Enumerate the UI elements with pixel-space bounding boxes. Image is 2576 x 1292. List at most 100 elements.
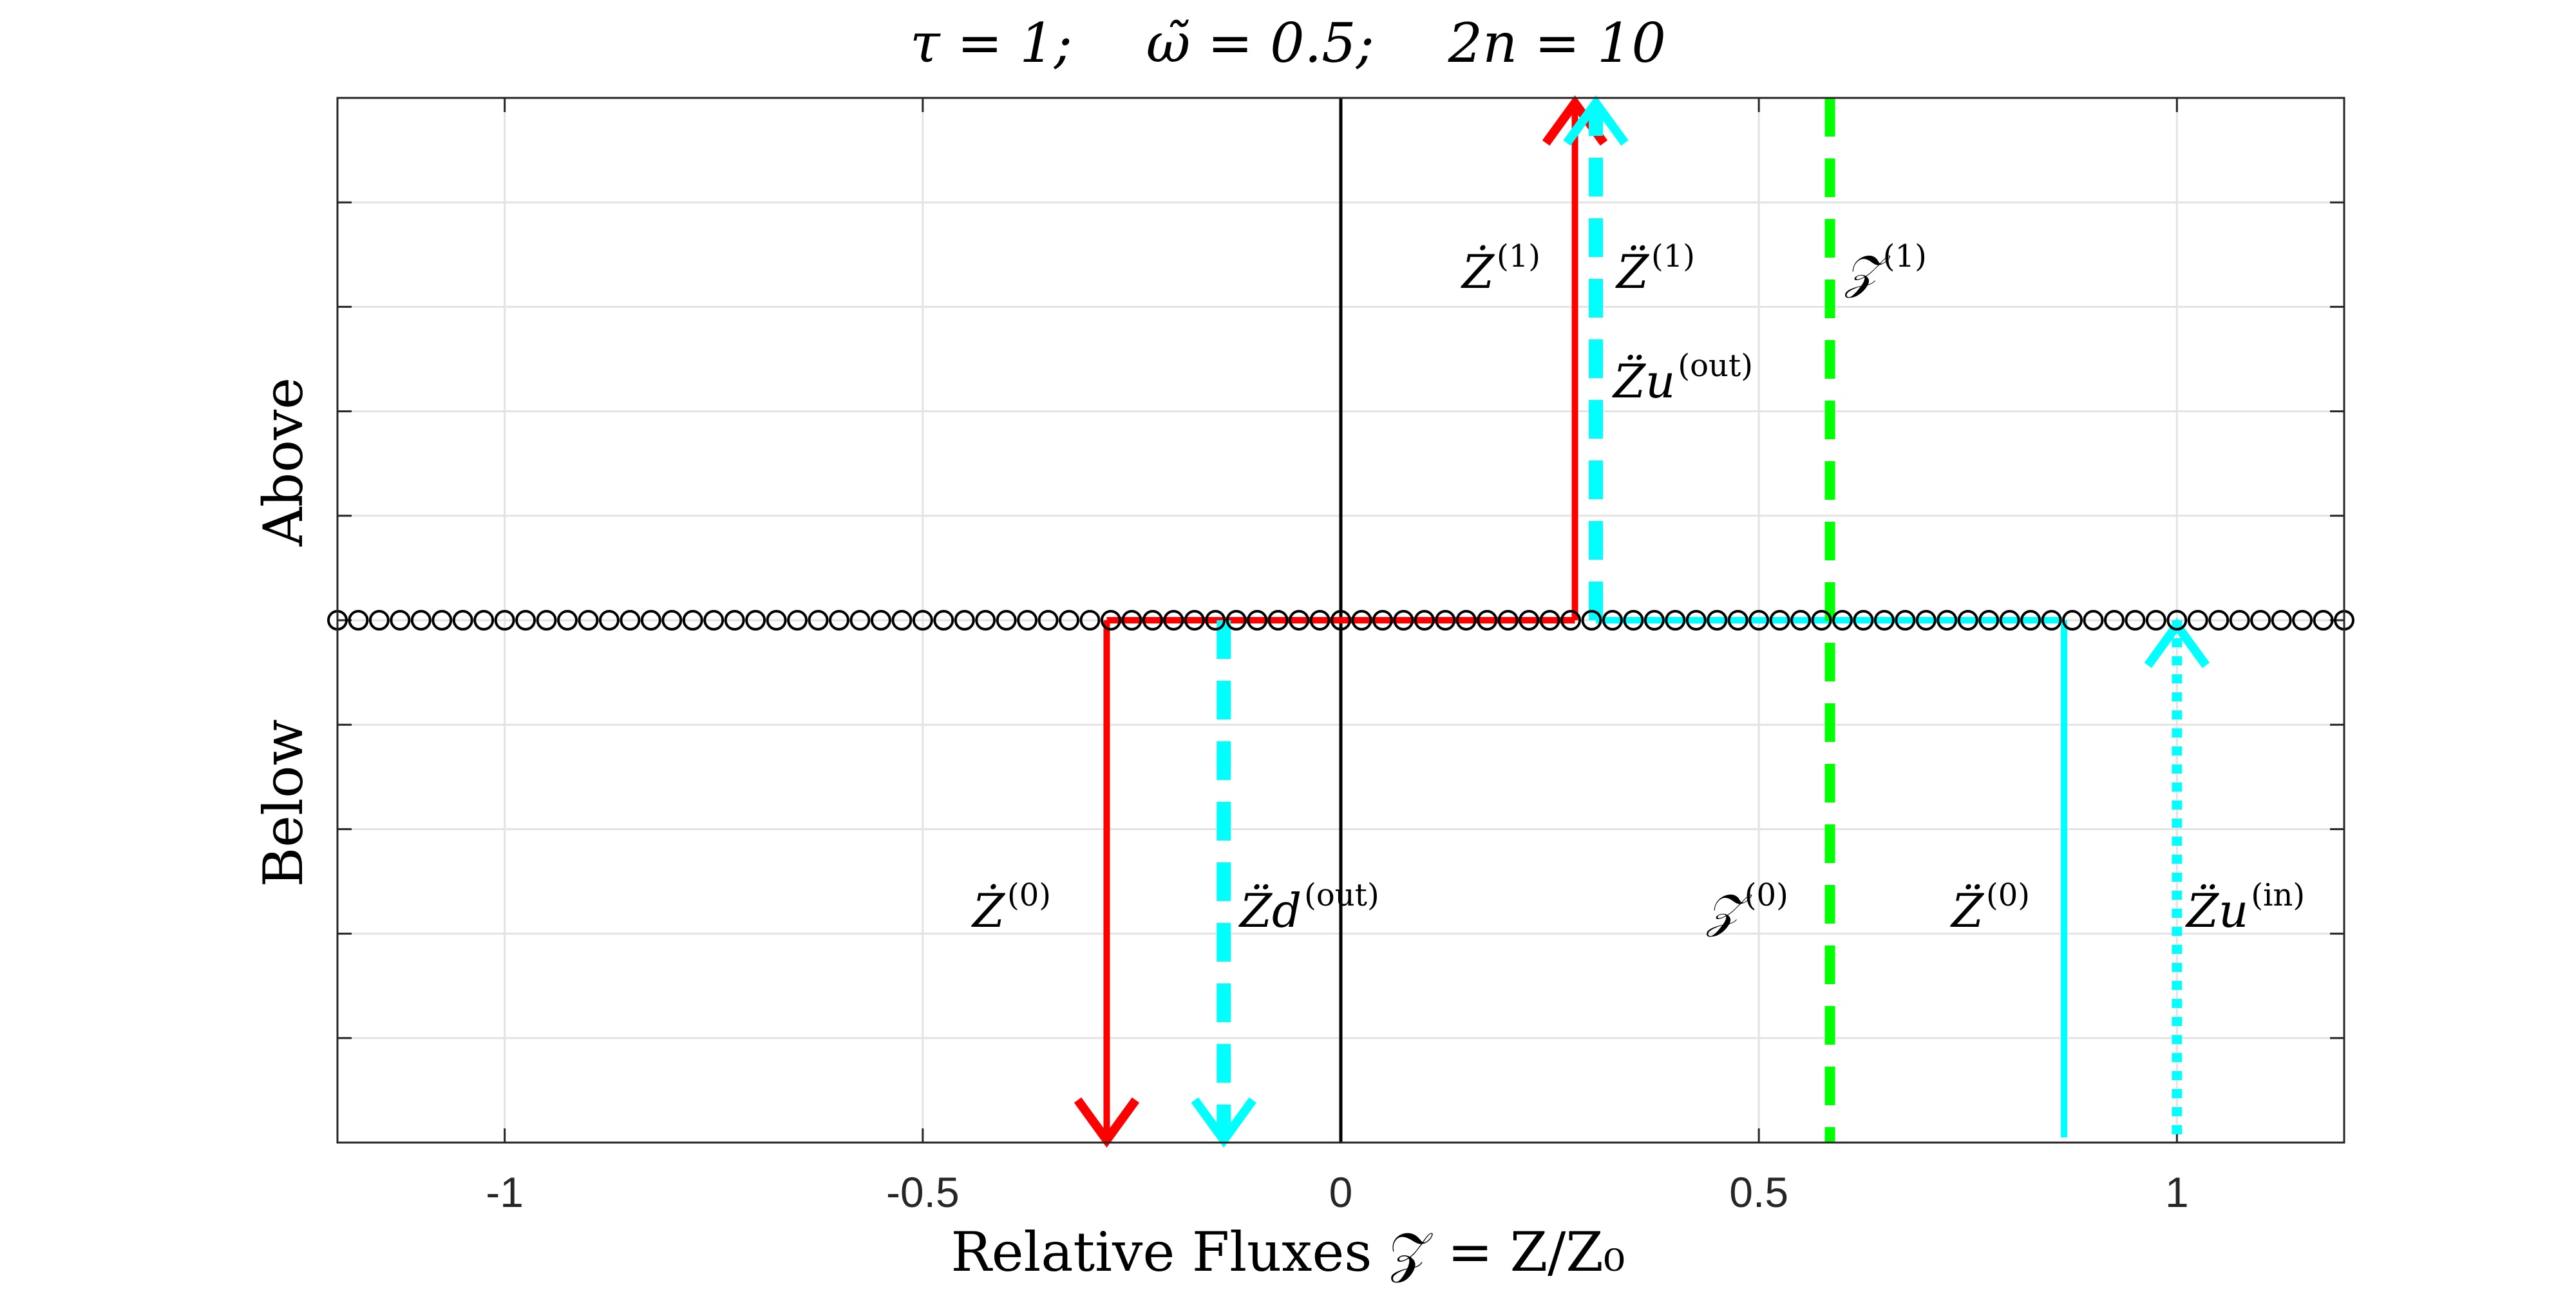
marker-point [1309, 610, 1331, 631]
marker-point [1957, 610, 1978, 631]
marker-point [578, 610, 599, 631]
marker-point [975, 610, 996, 631]
marker-point [2125, 610, 2146, 631]
annotation-zcal-0: 𝒵(0) [1707, 877, 1788, 939]
annotation-zddot-0: Z̈(0) [1951, 877, 2030, 938]
marker-point [1226, 610, 1247, 631]
annotation-zcal-1: 𝒵(1) [1845, 238, 1927, 300]
marker-point [1184, 610, 1205, 631]
y-label-above: Above [252, 377, 315, 547]
x-tick-label: 0.5 [1729, 1168, 1788, 1216]
marker-point [2313, 610, 2334, 631]
arrowhead-down [1191, 1097, 1256, 1148]
annotation-zdot-1: Ż(1) [1462, 238, 1540, 299]
annotation-zddot-0-sup: (0) [1986, 877, 2031, 913]
x-tick-label: -1 [486, 1168, 524, 1216]
title-part-tau: τ = 1; [910, 12, 1073, 75]
marker-point [598, 610, 620, 631]
marker-point [2103, 610, 2125, 631]
marker-point [1477, 610, 1498, 631]
marker-point [933, 610, 954, 631]
marker-point [2271, 610, 2292, 631]
arrowhead-down [1074, 1097, 1140, 1148]
marker-point [1414, 610, 1435, 631]
annotation-zdot-0: Ż(0) [972, 877, 1051, 938]
marker-point [1999, 610, 2020, 631]
marker-point [1873, 610, 1895, 631]
marker-point [1895, 610, 1916, 631]
marker-point [1121, 610, 1142, 631]
marker-point [1748, 610, 1770, 631]
marker-point [787, 610, 808, 631]
annotation-zd-out: Z̈d(out) [1240, 877, 1379, 938]
marker-point [1435, 610, 1456, 631]
marker-point [1017, 610, 1038, 631]
x-tick-label: -0.5 [886, 1168, 960, 1216]
annotation-zdot-0-base: Ż [972, 884, 1005, 938]
marker-point [766, 610, 787, 631]
marker-point [1351, 610, 1372, 631]
marker-point [703, 610, 724, 631]
annotation-zddot-1: Z̈(1) [1616, 238, 1695, 299]
marker-point [494, 610, 515, 631]
x-axis-label: Relative Fluxes 𝒵 = Z/Z₀ [951, 1221, 1625, 1284]
title-part-n: 2n = 10 [1448, 12, 1666, 75]
annotation-zu-in-base: Z̈u [2186, 884, 2249, 938]
marker-point [808, 610, 829, 631]
marker-point [452, 610, 473, 631]
annotation-zddot-0-base: Z̈ [1951, 884, 1984, 938]
annotation-zu-in: Z̈u(in) [2186, 877, 2305, 938]
x-tick-labels: -1 -0.5 0 0.5 1 [486, 1168, 2188, 1216]
annotation-zdot-1-sup: (1) [1497, 238, 1541, 274]
annotation-zdot-1-base: Ż [1462, 245, 1495, 299]
marker-point [1978, 610, 2000, 631]
annotation-zu-out-base: Z̈u [1613, 354, 1676, 408]
marker-point [348, 610, 369, 631]
marker-point [2250, 610, 2271, 631]
marker-point [368, 610, 390, 631]
marker-point [640, 610, 661, 631]
marker-point [2083, 610, 2104, 631]
marker-point [1602, 610, 1623, 631]
marker-point [1455, 610, 1477, 631]
marker-point [849, 610, 871, 631]
marker-point [536, 610, 557, 631]
marker-point [2041, 610, 2062, 631]
marker-point [1643, 610, 1665, 631]
marker-point [1100, 610, 1121, 631]
annotation-zddot-1-sup: (1) [1651, 238, 1696, 274]
x-tick-label: 0 [1329, 1168, 1353, 1216]
annotation-zddot-1-base: Z̈ [1616, 245, 1649, 299]
marker-point [745, 610, 766, 631]
marker-point [682, 610, 703, 631]
marker-point [1581, 610, 1602, 631]
marker-point [431, 610, 453, 631]
marker-point [1289, 610, 1310, 631]
marker-point [1560, 610, 1582, 631]
marker-point [912, 610, 933, 631]
marker-point [661, 610, 683, 631]
marker-point [996, 610, 1017, 631]
annotation-zd-out-base: Z̈d [1240, 884, 1302, 938]
marker-point [1372, 610, 1393, 631]
marker-point [1142, 610, 1163, 631]
marker-point [1205, 610, 1226, 631]
marker-point [954, 610, 975, 631]
marker-point [1539, 610, 1560, 631]
marker-point [891, 610, 913, 631]
marker-row [327, 610, 2354, 631]
x-tick-label: 1 [2165, 1168, 2189, 1216]
annotation-zu-in-sup: (in) [2251, 877, 2306, 913]
marker-point [1519, 610, 1540, 631]
chart-title: τ = 1; ω̃ = 0.5; 2n = 10 [773, 12, 1803, 82]
marker-point [1707, 610, 1728, 631]
annotation-zcal-1-base: 𝒵 [1845, 245, 1880, 299]
annotation-zu-out: Z̈u(out) [1613, 348, 1753, 408]
marker-point [1163, 610, 1184, 631]
marker-point [2187, 610, 2208, 631]
marker-point [1832, 610, 1853, 631]
title-part-omega: ω̃ = 0.5; [1146, 12, 1374, 75]
marker-point [1267, 610, 1289, 631]
marker-point [724, 610, 745, 631]
